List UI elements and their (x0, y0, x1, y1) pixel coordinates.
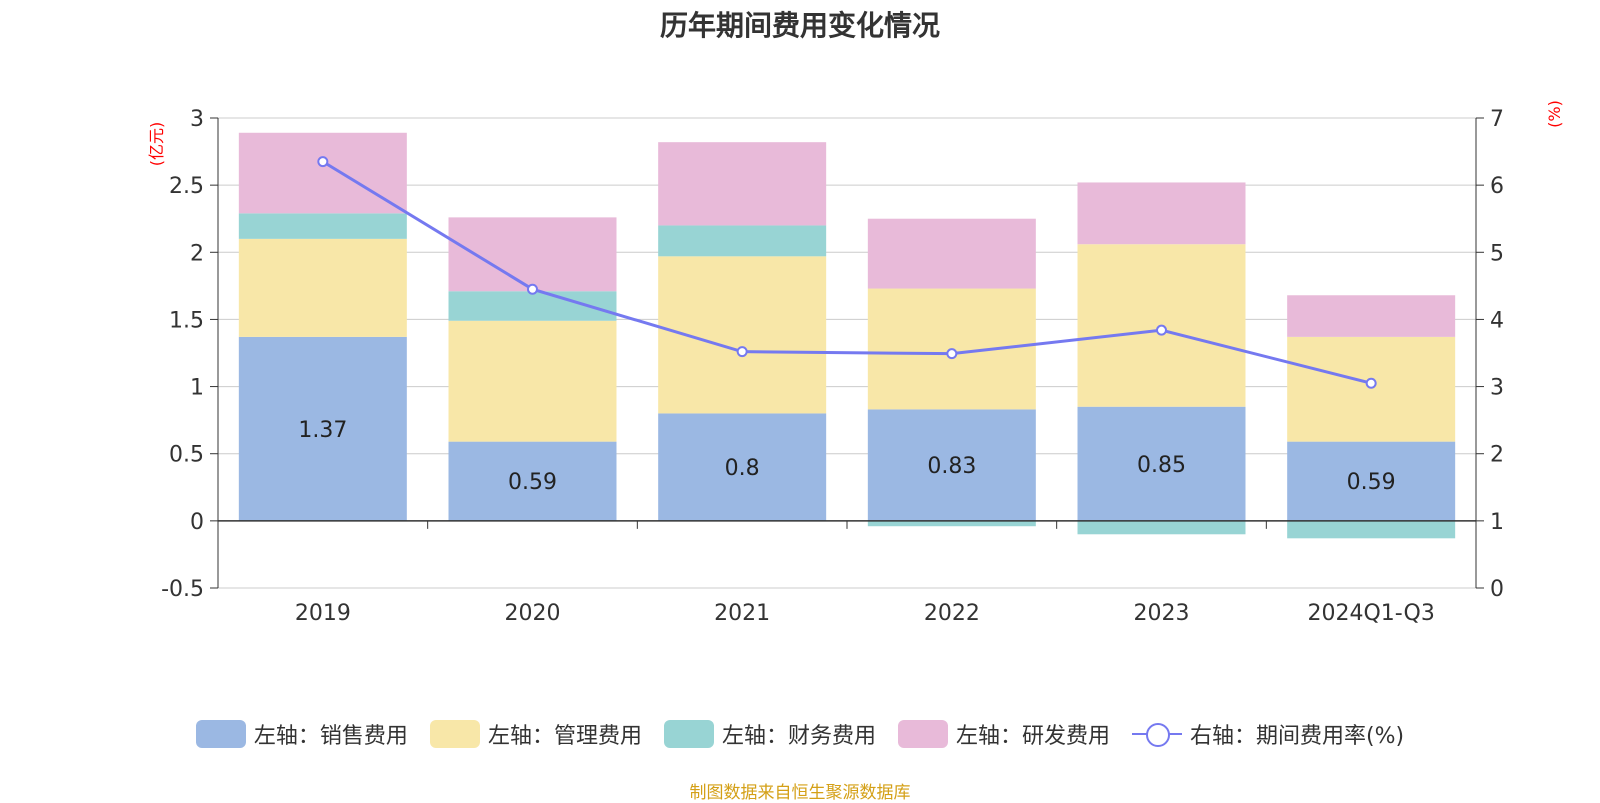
left-axis-unit: (亿元) (147, 122, 166, 167)
category-label: 2021 (714, 601, 770, 626)
bar-segment-s2-c3 (867, 520, 1036, 527)
category-label: 2024Q1-Q3 (1307, 601, 1434, 626)
data-label: 0.85 (1137, 453, 1186, 478)
bar-segment-s2-c4 (1077, 520, 1246, 535)
bar-segment-s0-c3 (867, 409, 1036, 521)
bar-segment-s2-c2 (658, 225, 827, 257)
legend-swatch (195, 720, 246, 748)
left-tick-label: 3 (190, 107, 204, 132)
legend-label: 左轴：管理费用 (487, 724, 642, 749)
legend-swatch (663, 720, 714, 748)
rate-line (322, 160, 1372, 385)
category-label: 2022 (924, 601, 980, 626)
right-tick-label: 4 (1490, 308, 1504, 333)
data-source-note: 制图数据来自恒生聚源数据库 (689, 783, 911, 803)
bar-segment-s3-c0 (238, 132, 407, 214)
legend-label: 右轴：期间费用率(%) (1189, 724, 1405, 749)
right-tick-label: 7 (1490, 107, 1504, 132)
category-label: 2019 (295, 601, 351, 626)
bar-segment-s1-c1 (448, 320, 617, 442)
left-tick-label: 2.5 (169, 174, 204, 199)
bar-segment-s0-c4 (1077, 406, 1246, 521)
chart-title: 历年期间费用变化情况 (659, 9, 940, 42)
bar-segment-s3-c2 (658, 142, 827, 226)
bar-segment-s0-c5 (1287, 441, 1456, 521)
left-tick-label: -0.5 (161, 577, 204, 602)
data-label: 0.59 (1347, 470, 1396, 495)
data-label: 0.83 (927, 454, 976, 479)
bar-segment-s0-c2 (658, 413, 827, 521)
left-tick-label: 2 (190, 241, 204, 266)
left-tick-label: 0.5 (169, 443, 204, 468)
category-label: 2020 (505, 601, 561, 626)
category-label: 2023 (1134, 601, 1190, 626)
data-label: 1.37 (298, 418, 347, 443)
right-tick-label: 1 (1490, 510, 1504, 535)
legend-swatch (1131, 720, 1182, 748)
legend-item[interactable]: 右轴：期间费用率(%) (1131, 718, 1405, 750)
left-tick-label: 1.5 (169, 308, 204, 333)
legend-item[interactable]: 左轴：研发费用 (897, 718, 1110, 750)
bar-segment-s2-c0 (238, 213, 407, 239)
left-tick-label: 1 (190, 376, 204, 401)
rate-point (946, 348, 958, 360)
rate-point (1156, 324, 1167, 336)
bar-segment-s0-c1 (448, 441, 617, 521)
legend-label: 左轴：研发费用 (955, 724, 1110, 749)
bar-segment-s3-c4 (1077, 182, 1246, 245)
legend-label: 左轴：销售费用 (253, 724, 408, 749)
legend: 左轴：销售费用 左轴：管理费用 左轴：财务费用 左轴：研发费用 右轴：期间费用率(%) (0, 718, 1600, 750)
legend-swatch (429, 720, 480, 748)
bar-segment-s1-c5 (1287, 336, 1456, 442)
rate-point (317, 156, 329, 168)
bar-segment-s2-c5 (1287, 520, 1456, 539)
legend-item[interactable]: 左轴：财务费用 (663, 718, 876, 750)
expense-chart: -0.5 0 0.5 1 1.5 2 2.5 3 0 1 2 3 4 5 6 7 (亿元) (%) 1.37 0.59… (147, 100, 1564, 626)
legend-swatch (897, 720, 948, 748)
rate-point (1365, 377, 1377, 389)
right-tick-label: 2 (1490, 443, 1504, 468)
data-label: 0.8 (725, 456, 760, 481)
bar-segment-s3-c3 (867, 218, 1036, 289)
left-tick-label: 0 (190, 510, 204, 535)
data-label: 0.59 (508, 470, 557, 495)
right-tick-label: 0 (1490, 577, 1504, 602)
right-tick-label: 6 (1490, 174, 1504, 199)
rate-point (527, 283, 538, 295)
legend-label: 左轴：财务费用 (721, 724, 876, 749)
legend-item[interactable]: 左轴：管理费用 (429, 718, 642, 750)
right-tick-label: 3 (1490, 376, 1504, 401)
bar-segment-s1-c0 (238, 238, 407, 337)
right-axis-unit: (%) (1545, 100, 1564, 128)
rate-point (736, 346, 748, 358)
right-tick-label: 5 (1490, 241, 1504, 266)
legend-item[interactable]: 左轴：销售费用 (195, 718, 408, 750)
bar-segment-s3-c5 (1287, 295, 1456, 337)
bar-segment-s0-c0 (238, 336, 407, 521)
